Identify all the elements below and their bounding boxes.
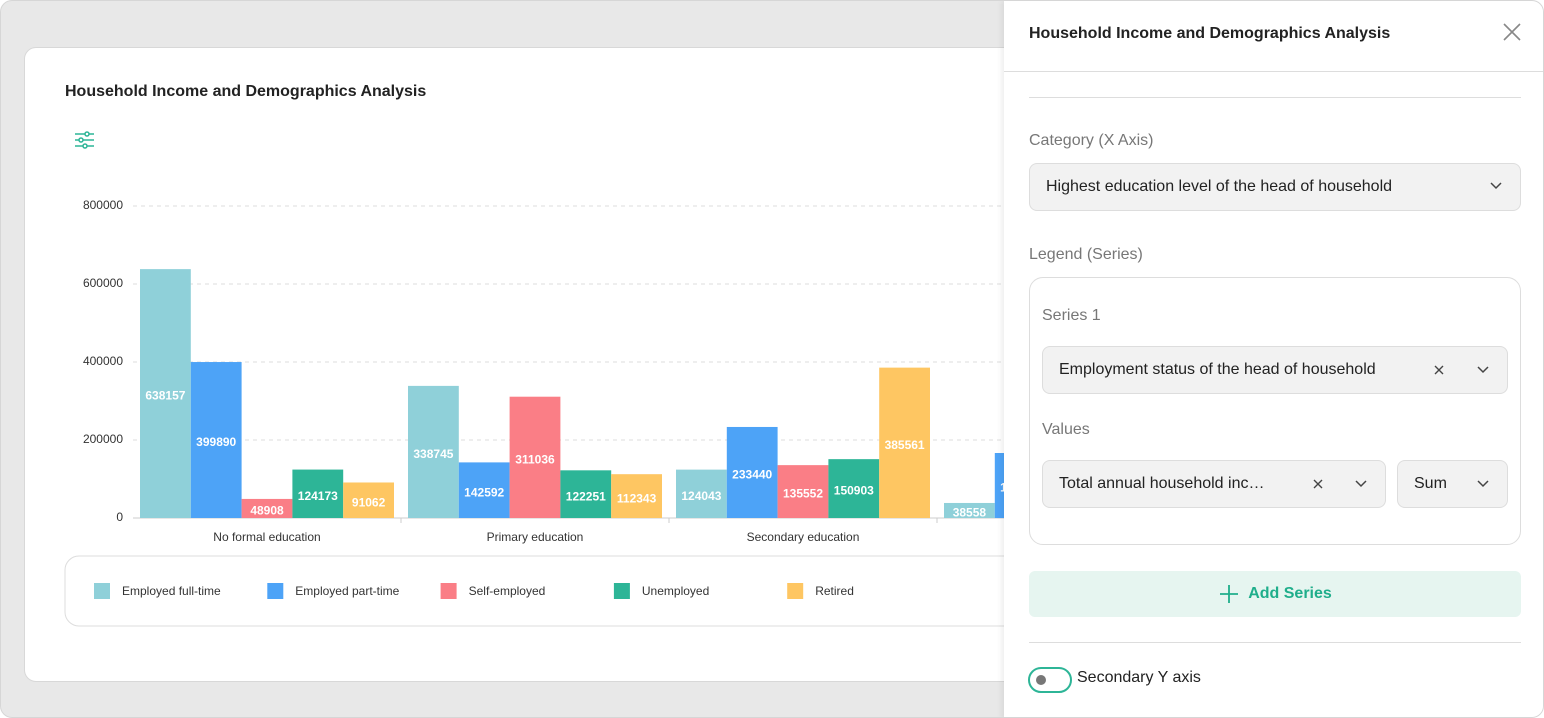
data-label: 124043 — [681, 489, 721, 503]
add-series-text: Add Series — [1248, 585, 1332, 602]
legend-swatch — [787, 583, 804, 599]
settings-panel: Household Income and Demographics Analys… — [1004, 1, 1543, 717]
add-series-button[interactable]: Add Series — [1029, 571, 1521, 617]
series-box — [1029, 277, 1521, 545]
data-label: 142592 — [464, 485, 504, 499]
category-label: Category (X Axis) — [1029, 132, 1154, 149]
legend-swatch — [613, 583, 630, 599]
legend-label: Employed full-time — [122, 584, 221, 598]
data-label: 233440 — [732, 468, 772, 482]
y-tick-label: 600000 — [83, 276, 123, 290]
bar — [828, 459, 880, 518]
x-tick-label: No formal education — [213, 530, 320, 544]
chart: Household Income and Demographics Analys… — [64, 83, 1005, 627]
data-label: 91062 — [352, 495, 386, 509]
secondary-axis-label: Secondary Y axis — [1077, 669, 1201, 686]
legend-swatch — [94, 583, 110, 599]
data-label: 122251 — [566, 489, 606, 503]
aggregation-value: Sum — [1414, 475, 1447, 492]
y-tick-label: 400000 — [83, 354, 123, 368]
bar — [777, 465, 829, 518]
series-label: Series 1 — [1042, 307, 1101, 324]
data-label: 311036 — [515, 453, 555, 467]
chevron — [1355, 480, 1367, 488]
values-select[interactable]: Total annual household inc… — [1042, 460, 1386, 508]
data-label: 150903 — [834, 484, 874, 498]
bar — [408, 385, 459, 518]
bar — [343, 482, 394, 518]
data-label: 38558 — [953, 506, 987, 520]
legend-label: Unemployed — [642, 584, 709, 598]
filter-icon[interactable] — [75, 131, 94, 149]
series-select[interactable]: Employment status of the head of househo… — [1042, 346, 1508, 394]
data-label: 385561 — [885, 438, 925, 452]
data-label: 48908 — [250, 504, 284, 518]
bar — [458, 462, 510, 518]
clear-button[interactable] — [1434, 365, 1444, 375]
data-label: 399890 — [196, 435, 236, 449]
values-label: Values — [1042, 421, 1090, 438]
bar — [241, 498, 293, 518]
chevron — [1477, 480, 1489, 488]
data-label: 638157 — [145, 389, 185, 403]
category-value: Highest education level of the head of h… — [1046, 178, 1393, 195]
bar — [611, 474, 662, 518]
close-button[interactable] — [1503, 23, 1521, 41]
y-tick-label: 800000 — [83, 198, 123, 212]
values-field: Total annual household inc… — [1059, 475, 1265, 492]
secondary-axis-toggle[interactable] — [1028, 667, 1072, 693]
clear-button[interactable] — [1313, 479, 1323, 489]
aggregation-select[interactable]: Sum — [1397, 460, 1508, 508]
chevron — [1477, 366, 1489, 374]
bar — [994, 452, 1005, 518]
divider — [1029, 97, 1521, 98]
legend-label: Retired — [815, 584, 854, 598]
x-tick-label: Secondary education — [747, 530, 860, 544]
bar — [726, 426, 778, 518]
bar — [944, 502, 995, 518]
bar — [509, 396, 561, 518]
x-tick-label: Primary education — [487, 530, 584, 544]
data-label: 112343 — [617, 491, 657, 505]
data-label: 166667 — [1000, 481, 1005, 495]
bar — [676, 469, 727, 518]
series-value: Employment status of the head of househo… — [1059, 361, 1376, 378]
legend-label: Legend (Series) — [1029, 246, 1143, 263]
divider — [1004, 71, 1543, 72]
legend-swatch — [267, 583, 284, 599]
legend-swatch — [440, 583, 457, 599]
bar — [560, 470, 612, 518]
panel-title: Household Income and Demographics Analys… — [1029, 25, 1391, 42]
bar — [190, 362, 242, 518]
chevron — [1490, 182, 1502, 190]
data-label: 135552 — [783, 487, 823, 501]
bar — [292, 469, 344, 518]
bar — [879, 367, 930, 518]
legend-label: Employed part-time — [295, 584, 399, 598]
y-tick-label: 0 — [116, 510, 123, 524]
bar — [140, 269, 191, 518]
legend-label: Self-employed — [469, 584, 546, 598]
chart-title: Household Income and Demographics Analys… — [65, 83, 426, 100]
y-tick-label: 200000 — [83, 432, 123, 446]
data-label: 338745 — [413, 447, 453, 461]
plus-icon — [1220, 585, 1239, 603]
data-label: 124173 — [298, 489, 338, 503]
category-select[interactable]: Highest education level of the head of h… — [1029, 163, 1521, 211]
divider — [1029, 642, 1521, 643]
legend-box — [64, 555, 1005, 627]
